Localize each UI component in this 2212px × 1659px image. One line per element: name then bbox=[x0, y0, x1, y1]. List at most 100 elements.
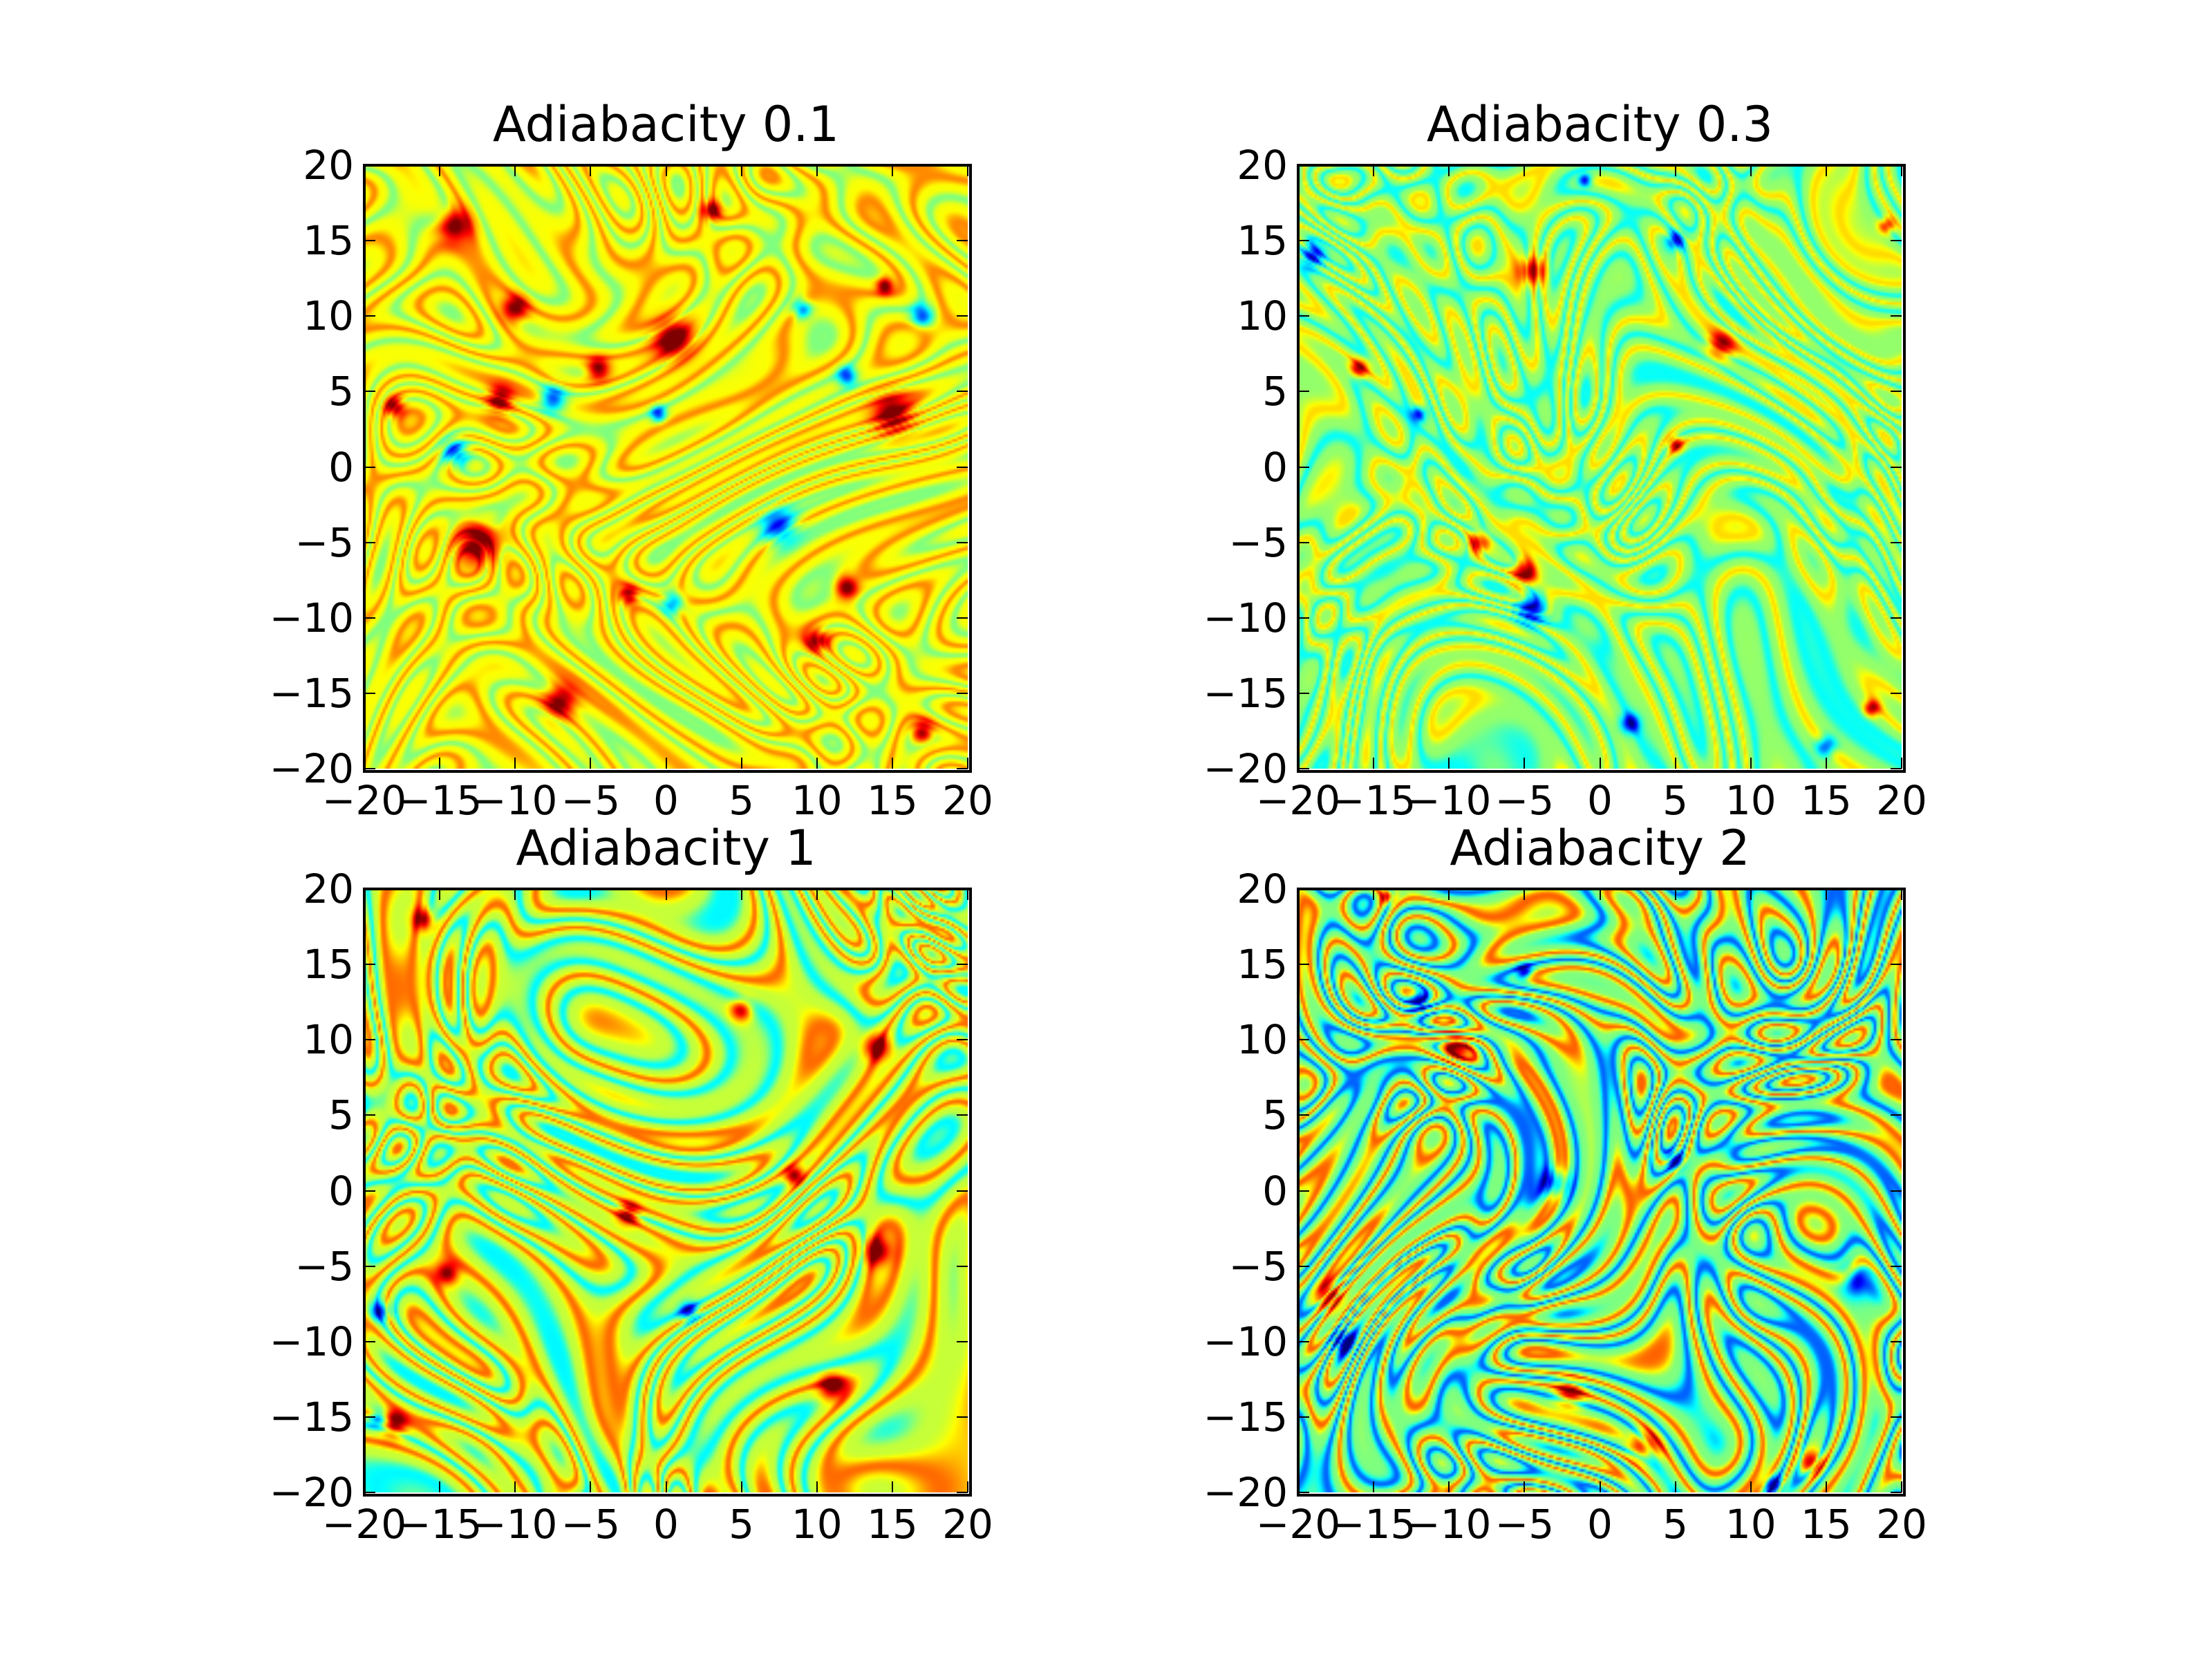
x-tick-mark bbox=[1674, 1481, 1676, 1492]
x-tick-label: −10 bbox=[473, 777, 558, 824]
x-tick-label: −5 bbox=[1494, 777, 1555, 824]
x-tick-mark bbox=[1373, 1481, 1375, 1492]
x-tick-mark bbox=[816, 1481, 818, 1492]
x-tick-mark bbox=[364, 165, 365, 176]
y-tick-mark bbox=[364, 1114, 375, 1116]
x-tick-mark bbox=[740, 758, 742, 769]
x-tick-label: −15 bbox=[1331, 777, 1416, 824]
subplot-title: Adiabacity 1 bbox=[516, 820, 816, 877]
x-tick-mark bbox=[1599, 165, 1601, 176]
x-tick-mark bbox=[1901, 758, 1902, 769]
x-tick-label: −20 bbox=[1255, 1501, 1341, 1548]
y-tick-mark bbox=[1298, 1265, 1309, 1267]
y-tick-mark bbox=[364, 541, 375, 543]
x-tick-mark bbox=[1901, 165, 1902, 176]
y-tick-label: 15 bbox=[303, 941, 354, 988]
y-tick-label: −15 bbox=[269, 1393, 354, 1441]
x-tick-label: −5 bbox=[561, 1501, 621, 1548]
x-tick-label: 15 bbox=[866, 1501, 918, 1548]
y-tick-mark bbox=[957, 1190, 968, 1192]
y-tick-mark bbox=[364, 466, 375, 468]
y-tick-label: −10 bbox=[1203, 1318, 1288, 1365]
y-tick-mark bbox=[1891, 1114, 1902, 1116]
y-tick-mark bbox=[957, 1265, 968, 1267]
y-tick-label: −20 bbox=[1203, 1469, 1288, 1516]
y-tick-mark bbox=[1298, 1416, 1309, 1418]
y-tick-mark bbox=[957, 315, 968, 317]
x-tick-mark bbox=[816, 889, 818, 900]
x-tick-mark bbox=[590, 165, 592, 176]
y-tick-mark bbox=[1891, 541, 1902, 543]
y-tick-label: 5 bbox=[328, 368, 354, 415]
y-tick-mark bbox=[1891, 1265, 1902, 1267]
y-tick-label: 10 bbox=[1237, 1016, 1288, 1064]
x-tick-label: 20 bbox=[1876, 1501, 1927, 1548]
y-tick-label: 20 bbox=[1237, 865, 1288, 912]
y-tick-label: −15 bbox=[269, 669, 354, 717]
x-tick-mark bbox=[1373, 758, 1375, 769]
y-tick-mark bbox=[364, 768, 375, 769]
x-tick-label: −15 bbox=[397, 777, 482, 824]
x-tick-mark bbox=[1750, 1481, 1752, 1492]
y-tick-label: 5 bbox=[328, 1091, 354, 1139]
y-tick-mark bbox=[957, 1039, 968, 1041]
x-tick-mark bbox=[1448, 165, 1450, 176]
x-tick-label: 0 bbox=[653, 1501, 679, 1548]
y-tick-label: 10 bbox=[1237, 292, 1288, 340]
x-tick-mark bbox=[514, 1481, 516, 1492]
x-tick-mark bbox=[1674, 165, 1676, 176]
y-tick-label: −15 bbox=[1203, 669, 1288, 717]
y-tick-mark bbox=[1891, 1492, 1902, 1493]
x-tick-mark bbox=[967, 1481, 968, 1492]
y-tick-mark bbox=[1891, 391, 1902, 393]
y-tick-mark bbox=[1298, 617, 1309, 619]
y-tick-mark bbox=[1891, 692, 1902, 694]
subplot-1: Adiabacity 0.1 −20 −15 −10 −5 0 5 10 15 20 20 15 10 5… bbox=[270, 96, 993, 824]
x-tick-label: −10 bbox=[1407, 1501, 1492, 1548]
x-tick-label: 0 bbox=[653, 777, 679, 824]
y-tick-mark bbox=[957, 888, 968, 890]
x-tick-mark bbox=[665, 1481, 667, 1492]
y-tick-mark bbox=[957, 617, 968, 619]
y-tick-label: 15 bbox=[1237, 941, 1288, 988]
x-tick-mark bbox=[364, 758, 365, 769]
y-tick-label: 0 bbox=[328, 1167, 354, 1215]
x-tick-label: −15 bbox=[1331, 1501, 1416, 1548]
x-tick-label: 15 bbox=[1800, 777, 1852, 824]
y-tick-mark bbox=[364, 888, 375, 890]
y-tick-mark bbox=[1298, 888, 1309, 890]
y-tick-mark bbox=[1891, 240, 1902, 242]
x-tick-mark bbox=[665, 889, 667, 900]
x-tick-mark bbox=[1825, 1481, 1827, 1492]
x-tick-mark bbox=[1524, 758, 1526, 769]
subplot-title: Adiabacity 2 bbox=[1450, 820, 1750, 877]
x-tick-label: 10 bbox=[1725, 777, 1777, 824]
x-tick-mark bbox=[1825, 889, 1827, 900]
x-tick-mark bbox=[1448, 889, 1450, 900]
x-tick-label: −10 bbox=[1407, 777, 1492, 824]
x-tick-mark bbox=[1297, 889, 1299, 900]
x-tick-mark bbox=[364, 1481, 365, 1492]
y-tick-mark bbox=[364, 964, 375, 966]
y-tick-mark bbox=[957, 964, 968, 966]
y-tick-mark bbox=[1891, 315, 1902, 317]
x-tick-mark bbox=[891, 758, 893, 769]
y-tick-mark bbox=[1298, 240, 1309, 242]
x-tick-mark bbox=[1750, 758, 1752, 769]
subplot-3: Adiabacity 1 −20 −15 −10 −5 0 5 10 15 20 20 15 10 5 0−… bbox=[270, 820, 993, 1548]
x-tick-mark bbox=[1373, 889, 1375, 900]
x-tick-mark bbox=[816, 165, 818, 176]
y-tick-mark bbox=[364, 240, 375, 242]
x-tick-mark bbox=[1524, 1481, 1526, 1492]
y-tick-mark bbox=[1891, 1416, 1902, 1418]
x-tick-mark bbox=[1599, 1481, 1601, 1492]
y-tick-mark bbox=[1298, 1492, 1309, 1493]
x-tick-mark bbox=[1599, 889, 1601, 900]
y-tick-label: 15 bbox=[303, 217, 354, 265]
y-tick-mark bbox=[957, 466, 968, 468]
y-tick-mark bbox=[364, 1492, 375, 1493]
y-tick-mark bbox=[1298, 768, 1309, 769]
y-tick-mark bbox=[1298, 466, 1309, 468]
x-tick-label: 5 bbox=[1662, 777, 1689, 824]
x-tick-mark bbox=[1297, 758, 1299, 769]
